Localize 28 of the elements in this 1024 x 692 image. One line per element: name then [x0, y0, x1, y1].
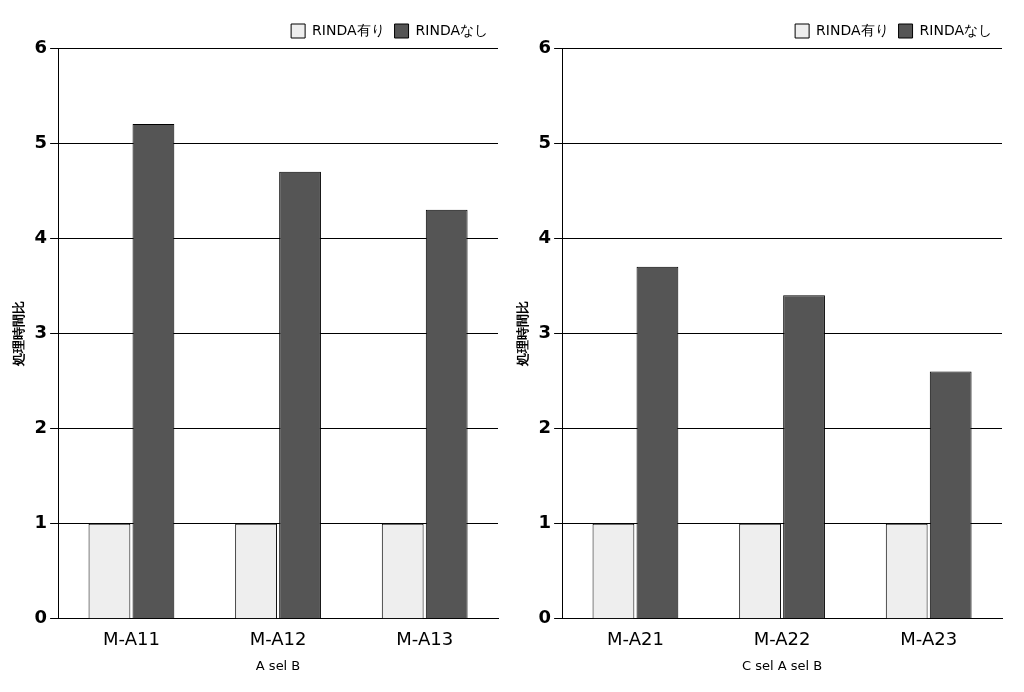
y-axis-title: 処理時間比	[515, 300, 531, 367]
y-tick-label: 1	[34, 511, 48, 533]
y-tick-label: 6	[538, 35, 552, 57]
y-tick-label: 1	[538, 511, 552, 533]
legend-label: RINDA有り	[816, 21, 889, 38]
x-tick-label: M-A11	[103, 628, 160, 650]
y-axis-title: 処理時間比	[11, 300, 27, 367]
x-tick-label: M-A22	[753, 628, 811, 650]
y-tick-label: 3	[34, 321, 48, 343]
y-tick-label: 4	[538, 225, 552, 247]
y-tick-label: 3	[538, 321, 552, 343]
legend-label: RINDAなし	[415, 21, 489, 38]
x-tick-label: M-A23	[900, 628, 958, 650]
y-tick-label: 5	[34, 130, 48, 152]
y-tick-label: 2	[538, 416, 552, 438]
legend-label: RINDA有り	[312, 21, 385, 38]
x-axis-title: C sel A sel B	[741, 657, 823, 673]
y-tick-label: 0	[34, 606, 48, 628]
y-tick-label: 5	[538, 130, 552, 152]
x-tick-label: M-A21	[607, 628, 664, 650]
x-tick-label: M-A12	[249, 628, 307, 650]
y-tick-label: 4	[34, 225, 48, 247]
x-axis-title: A sel B	[255, 657, 301, 673]
y-tick-label: 6	[34, 35, 48, 57]
x-tick-label: M-A13	[396, 628, 454, 650]
y-tick-label: 2	[34, 416, 48, 438]
y-tick-label: 0	[538, 606, 552, 628]
legend-label: RINDAなし	[919, 21, 993, 38]
